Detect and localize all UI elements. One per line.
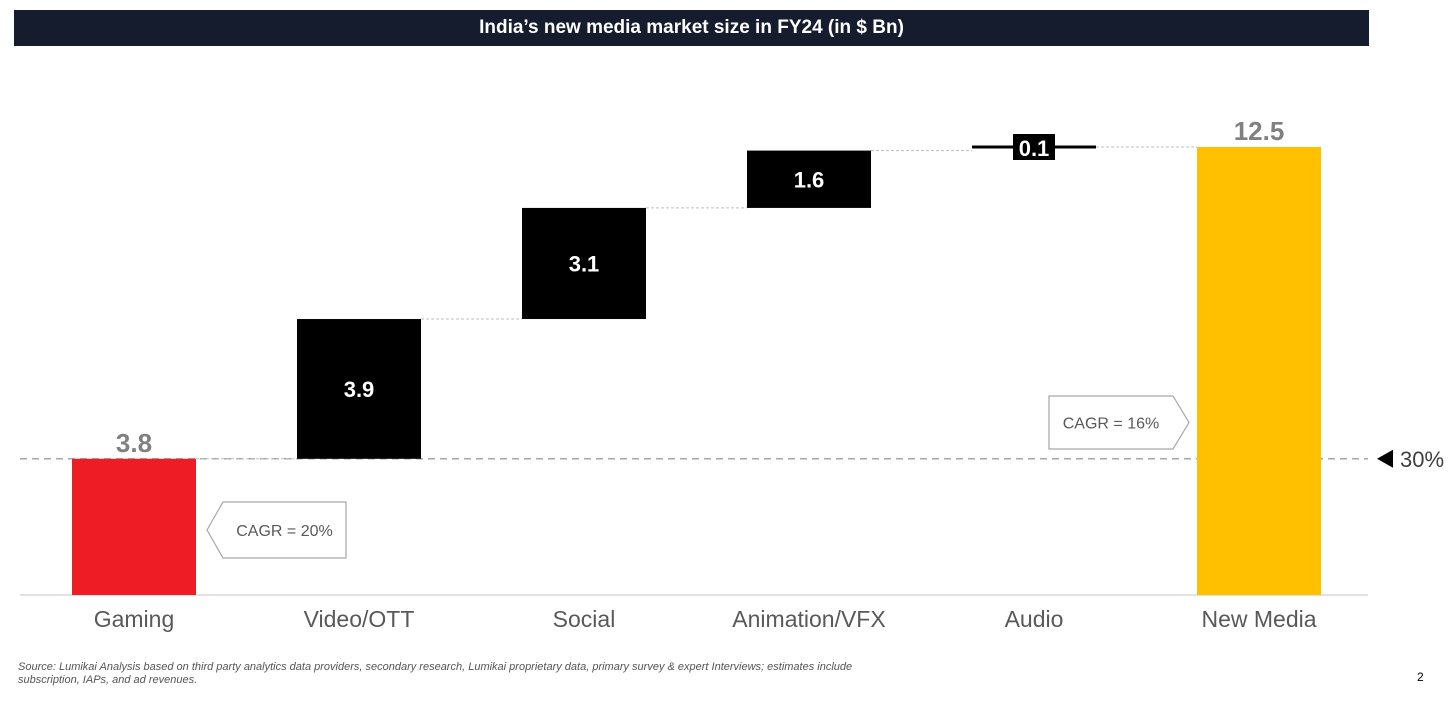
- cagr-callout: [1048, 395, 1190, 450]
- page-number: 2: [1417, 670, 1424, 684]
- bar-gaming: [72, 458, 196, 595]
- value-label-box: [1013, 134, 1055, 160]
- category-label: New Media: [1201, 606, 1316, 632]
- cagr-callout: [206, 501, 347, 559]
- value-label: 0.1: [1019, 136, 1050, 161]
- bar-new-media: [1197, 147, 1321, 595]
- category-label: Gaming: [94, 606, 175, 632]
- category-label: Audio: [1005, 606, 1064, 632]
- value-label: 3.1: [569, 251, 600, 276]
- bar-social: [522, 207, 646, 320]
- category-label: Social: [553, 606, 616, 632]
- value-label: 1.6: [794, 167, 825, 192]
- cagr-callout-text: CAGR = 20%: [236, 523, 332, 540]
- bar-animation-vfx: [747, 150, 871, 208]
- chart-title: India’s new media market size in FY24 (i…: [14, 10, 1369, 46]
- reference-arrow-icon: [1377, 449, 1393, 468]
- cagr-callout-text: CAGR = 16%: [1063, 416, 1159, 433]
- category-label: Animation/VFX: [732, 606, 885, 632]
- bar-video-ott: [297, 319, 421, 459]
- value-label: 12.5: [1234, 116, 1285, 146]
- source-footnote: Source: Lumikai Analysis based on third …: [18, 661, 853, 686]
- value-label: 3.8: [116, 428, 152, 458]
- category-label: Video/OTT: [304, 606, 415, 632]
- value-label: 3.9: [344, 377, 375, 402]
- reference-label: 30%: [1400, 447, 1444, 472]
